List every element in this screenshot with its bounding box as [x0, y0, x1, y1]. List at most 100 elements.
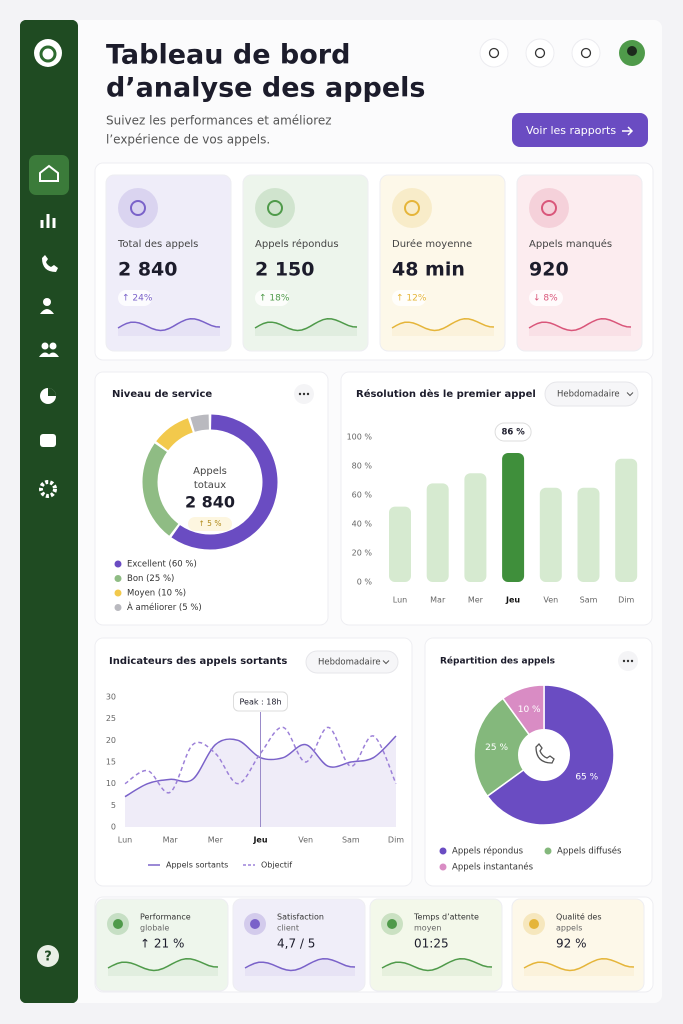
kpi-label: Appels répondus	[255, 238, 339, 250]
card	[379, 174, 506, 352]
title: Tableau de bord	[106, 40, 350, 71]
summary-value: 4,7 / 5	[277, 937, 315, 951]
nav-stats[interactable]	[40, 214, 56, 228]
summary-label: appels	[556, 924, 582, 933]
nav-settings[interactable]	[39, 480, 57, 498]
legend-label: Bon (25 %)	[127, 574, 174, 584]
icon-glyph	[534, 47, 546, 59]
donut-segment	[171, 414, 278, 550]
y-tick-label: 20 %	[352, 549, 373, 558]
x-tick-label: Dim	[388, 836, 404, 845]
summary-value: 92 %	[556, 937, 587, 951]
title: d’analyse des appels	[106, 73, 426, 104]
top-icon[interactable]	[525, 38, 555, 68]
x-tick-label: Mer	[468, 596, 484, 605]
nav-help[interactable]	[37, 945, 59, 967]
sparkline-fill	[255, 318, 357, 336]
kpi-change: ↑ 18%	[259, 294, 290, 304]
donut-segment	[190, 414, 210, 432]
kpi-label: Total des appels	[117, 239, 198, 250]
kpi-badge	[118, 290, 152, 306]
legend-dot	[544, 847, 552, 855]
y-tick-label: 60 %	[352, 491, 373, 500]
y-tick-label: 0 %	[357, 578, 373, 587]
nav-active[interactable]	[29, 155, 69, 195]
dropdown-caret	[382, 660, 390, 665]
service-center: Appels	[193, 466, 227, 477]
annotation-box	[233, 691, 288, 712]
button-label: Voir les rapports	[526, 124, 616, 137]
button-arrow	[622, 126, 634, 136]
legend-label: Appels sortants	[166, 861, 228, 870]
bar	[577, 487, 600, 582]
slice-label: 10 %	[518, 705, 541, 715]
card-title: Niveau de service	[112, 389, 212, 400]
period-label: Hebdomadaire	[318, 658, 381, 668]
top-icon[interactable]	[571, 38, 601, 68]
kpi-badge	[392, 290, 426, 306]
donut-segment	[156, 418, 194, 451]
summary-glyph	[387, 919, 397, 929]
period-label: Hebdomadaire	[557, 390, 620, 400]
report-button[interactable]	[512, 113, 648, 147]
legend-label: Objectif	[261, 861, 292, 870]
card	[232, 898, 366, 992]
more-dot	[298, 392, 302, 396]
summary-value: ↑ 21 %	[140, 937, 184, 951]
nav-agent[interactable]	[40, 298, 54, 314]
nav-chat[interactable]	[40, 434, 56, 447]
avatar-face	[627, 46, 637, 56]
subtitle: l’expérience de vos appels.	[106, 133, 270, 147]
card-title: Indicateurs des appels sortants	[109, 656, 287, 667]
kpi-glyph	[541, 200, 557, 216]
kpi-value: 2 150	[255, 259, 315, 281]
nav-calls[interactable]	[42, 255, 58, 272]
logo-mark	[39, 45, 57, 63]
period-dropdown[interactable]	[305, 650, 399, 674]
y-tick-label: 30	[106, 693, 116, 702]
pie-hole	[518, 729, 570, 781]
summary-label: globale	[140, 924, 169, 933]
sparkline-fill	[529, 318, 631, 336]
sparkline-fill	[118, 318, 220, 336]
bar	[539, 487, 562, 582]
kpi-change: ↑ 24%	[122, 294, 153, 304]
period-dropdown[interactable]	[544, 381, 639, 407]
y-tick-label: 0	[111, 823, 116, 832]
summary-label: client	[277, 924, 299, 933]
sparkline	[254, 318, 358, 332]
summary-label: Satisfaction	[277, 913, 324, 922]
slice-label: 65 %	[575, 772, 598, 782]
more-dot	[626, 659, 630, 663]
summary-glyph	[529, 919, 539, 929]
x-tick-label: Sam	[580, 596, 598, 605]
y-tick-label: 5	[111, 801, 116, 810]
kpi-value: 920	[529, 259, 569, 281]
nav-reports[interactable]	[40, 388, 56, 404]
card	[94, 637, 413, 887]
kpi-value: 48 min	[392, 259, 465, 281]
line	[124, 726, 397, 794]
legend-label: Appels répondus	[452, 846, 524, 857]
kpi-badge	[529, 290, 563, 306]
y-tick-label: 20	[106, 736, 116, 745]
annotation: Peak : 18h	[239, 698, 281, 707]
sparkline-fill	[524, 958, 634, 976]
x-tick-label: Mar	[430, 596, 446, 605]
kpi-change: ↑ 12%	[396, 294, 427, 304]
pie-slice	[473, 697, 546, 798]
top-icon[interactable]	[479, 38, 509, 68]
summary-value: 01:25	[414, 937, 449, 951]
sparkline	[523, 958, 635, 972]
more-dot	[306, 392, 310, 396]
x-tick-label: Sam	[342, 836, 360, 845]
summary-glyph	[113, 919, 123, 929]
y-tick-label: 15	[106, 758, 116, 767]
logo	[34, 39, 62, 67]
sparkline	[117, 318, 221, 332]
nav-home[interactable]	[39, 164, 59, 182]
x-tick-label: Jeu	[505, 596, 520, 605]
nav-team[interactable]	[39, 342, 59, 358]
legend-label: Moyen (10 %)	[127, 589, 186, 599]
